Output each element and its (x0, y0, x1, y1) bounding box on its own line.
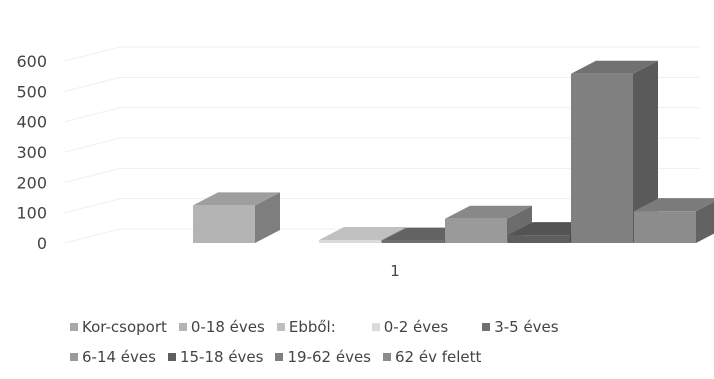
bar-top (319, 226, 406, 240)
legend-item: 62 év felett (383, 348, 481, 366)
bar-side (633, 60, 658, 243)
bar-top (445, 205, 532, 219)
x-category-label: 1 (390, 262, 400, 280)
bar (193, 192, 280, 243)
legend-item: 6-14 éves (70, 348, 156, 366)
legend: Kor-csoport 0-18 éves Ebből: 0-2 éves 3-5 év… (70, 312, 710, 372)
y-axis: 0 100 200 300 400 500 600 (16, 52, 47, 253)
gridline (64, 107, 700, 123)
grid (64, 46, 700, 244)
y-tick-label: 200 (16, 173, 47, 192)
legend-item: Ebből: (276, 318, 336, 336)
y-tick-label: 0 (37, 234, 47, 253)
bar-front (382, 240, 444, 243)
legend-label: 15-18 éves (179, 348, 264, 366)
legend-swatch (275, 353, 284, 361)
legend-swatch (70, 323, 78, 331)
y-tick-label: 100 (16, 204, 47, 223)
legend-item: Kor-csoport (70, 318, 167, 336)
legend-item: 0-18 éves (178, 318, 265, 336)
legend-item: 0-2 éves (371, 318, 449, 336)
gridline (64, 76, 700, 92)
legend-label: 3-5 éves (494, 318, 559, 336)
gridline (64, 46, 700, 62)
bar-side (696, 201, 714, 243)
legend-label: 0-2 éves (383, 318, 449, 336)
bar-front (571, 73, 633, 243)
y-tick-label: 500 (16, 82, 47, 101)
bar-front (508, 235, 570, 243)
y-tick-label: 300 (16, 143, 47, 162)
legend-swatch (383, 353, 391, 361)
legend-label: 62 év felett (395, 348, 482, 366)
y-tick-label: 600 (16, 52, 47, 71)
bar (634, 198, 714, 243)
bar-top (571, 60, 658, 74)
legend-item: 15-18 éves (167, 348, 264, 366)
bar-front (634, 211, 696, 243)
bar-front (193, 205, 255, 243)
legend-label: Ebből: (288, 318, 336, 336)
bar-top (193, 192, 280, 206)
y-tick-label: 400 (16, 113, 47, 132)
bar-side (255, 192, 280, 243)
legend-row: 6-14 éves 15-18 éves 19-62 éves 62 év felet… (70, 342, 710, 372)
legend-swatch (482, 323, 491, 331)
legend-label: 0-18 éves (190, 318, 265, 336)
legend-label: Kor-csoport (82, 318, 167, 336)
gridline (64, 198, 700, 214)
legend-label: 6-14 éves (82, 348, 156, 366)
bar (571, 60, 658, 243)
legend-row: Kor-csoport 0-18 éves Ebből: 0-2 éves 3-5 év… (70, 312, 710, 342)
legend-item: 19-62 éves (275, 348, 371, 366)
bar-front (319, 239, 381, 243)
bar (445, 205, 532, 243)
legend-swatch (276, 323, 285, 331)
chart: 0 100 200 300 400 500 600 1 (16, 46, 714, 280)
bar-front (445, 218, 507, 243)
legend-swatch (178, 323, 187, 331)
gridline (64, 167, 700, 183)
legend-swatch (70, 353, 78, 361)
legend-item: 3-5 éves (482, 318, 559, 336)
legend-label: 19-62 éves (287, 348, 371, 366)
legend-swatch (371, 323, 380, 331)
bar-top (634, 198, 714, 212)
legend-swatch (167, 353, 176, 361)
gridline (64, 137, 700, 153)
bars (193, 60, 714, 243)
